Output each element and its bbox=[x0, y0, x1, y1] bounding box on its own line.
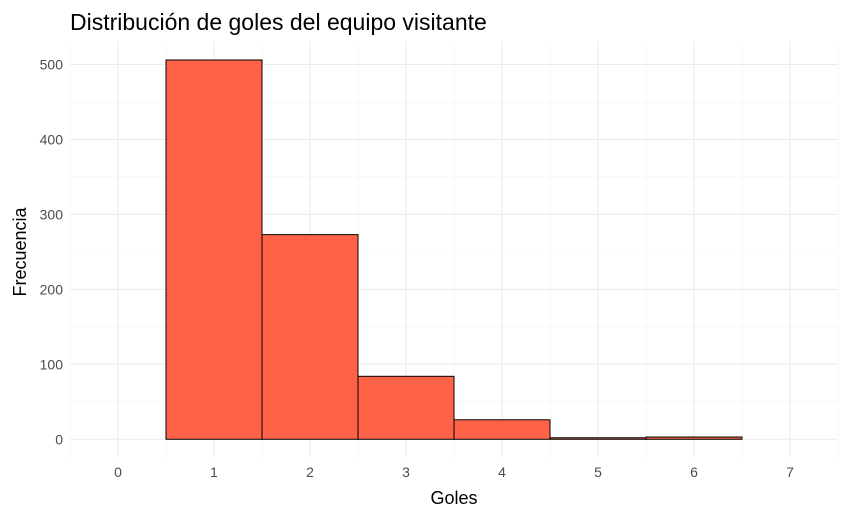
bar bbox=[165, 59, 263, 440]
x-tick-label: 1 bbox=[210, 464, 218, 480]
x-tick-label: 6 bbox=[690, 464, 698, 480]
y-tick-label: 400 bbox=[40, 131, 64, 147]
x-tick-label: 2 bbox=[306, 464, 314, 480]
chart-title: Distribución de goles del equipo visitan… bbox=[70, 9, 487, 35]
bar bbox=[645, 436, 743, 440]
x-tick-label: 7 bbox=[786, 464, 794, 480]
x-tick-label: 3 bbox=[402, 464, 410, 480]
bar bbox=[549, 437, 647, 440]
y-axis-ticks: 0 100 200 300 400 500 bbox=[40, 56, 64, 447]
bar bbox=[357, 375, 455, 440]
x-axis-label: Goles bbox=[430, 488, 477, 508]
y-tick-label: 100 bbox=[40, 356, 64, 372]
x-tick-label: 0 bbox=[114, 464, 122, 480]
bars-group bbox=[165, 59, 743, 440]
bar bbox=[453, 419, 551, 440]
y-tick-label: 500 bbox=[40, 56, 64, 72]
x-tick-label: 5 bbox=[594, 464, 602, 480]
bar bbox=[261, 234, 359, 440]
y-tick-label: 300 bbox=[40, 206, 64, 222]
y-tick-label: 0 bbox=[55, 431, 63, 447]
y-axis-label: Frecuencia bbox=[10, 206, 30, 296]
x-axis-ticks: 0 1 2 3 4 5 6 7 bbox=[114, 464, 794, 480]
x-tick-label: 4 bbox=[498, 464, 506, 480]
y-tick-label: 200 bbox=[40, 281, 64, 297]
